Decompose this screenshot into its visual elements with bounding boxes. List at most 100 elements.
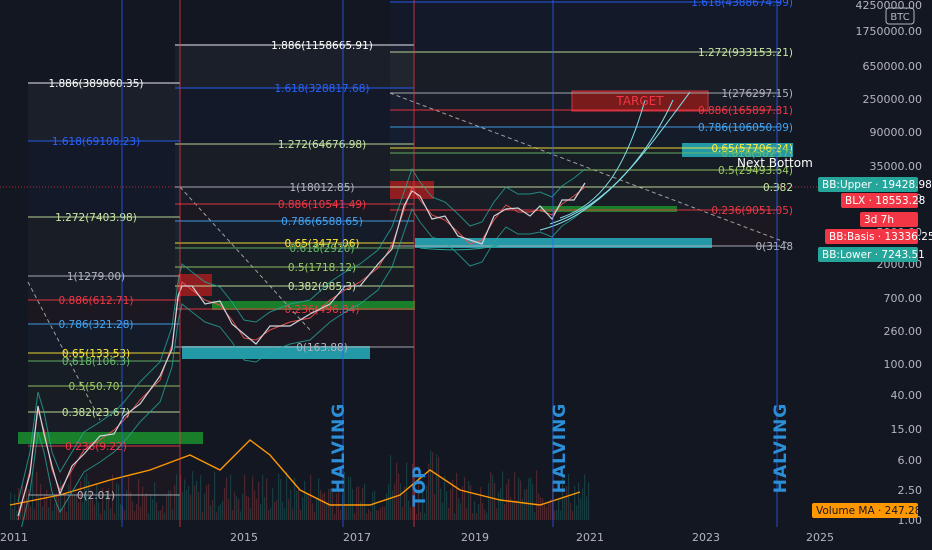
volume-bar [84, 476, 86, 520]
volume-bar [490, 472, 492, 520]
volume-bar [214, 471, 216, 520]
volume-bar [274, 501, 276, 520]
volume-bar [326, 503, 328, 520]
volume-bar [246, 496, 248, 520]
volume-bar [306, 494, 308, 520]
volume-bar [468, 481, 470, 520]
volume-bar [530, 477, 532, 520]
fib-level-label: 0.382(23.67) [62, 407, 130, 419]
volume-bar [90, 489, 92, 520]
volume-bar [316, 498, 318, 520]
fib-level-label: 0(3148 [756, 241, 794, 253]
volume-bar [524, 489, 526, 520]
price-tags[interactable]: BB:Upper · 19428.98 BLX · 18553.28 3d 7h BB… [812, 177, 932, 518]
support-zone-box [540, 206, 677, 212]
volume-bar [376, 510, 378, 520]
volume-bar [76, 494, 78, 520]
volume-bar [268, 510, 270, 520]
resistance-zone-box [178, 274, 212, 296]
fib-level-label: 0.5(29493.64) [718, 165, 793, 177]
price-tag-label: BB:Lower · 7243.51 [822, 249, 925, 261]
volume-bar [74, 494, 76, 520]
volume-bar [46, 489, 48, 520]
volume-bar [124, 510, 126, 520]
volume-bar [228, 498, 230, 520]
volume-ma-tag[interactable] [812, 503, 918, 518]
volume-bar [386, 493, 388, 520]
volume-bar [264, 497, 266, 520]
volume-bar [456, 472, 458, 520]
volume-bar [282, 501, 284, 520]
symbol-badge-label: BTC [890, 12, 909, 23]
volume-bar [336, 493, 338, 520]
volume-bar [334, 513, 336, 520]
fib-zone-fill [28, 217, 180, 276]
trend-line-dashed [27, 281, 101, 421]
volume-bar [50, 498, 52, 520]
projection-curve [559, 99, 646, 219]
volume-bar [62, 508, 64, 520]
support-curve [419, 244, 501, 251]
volume-bar [52, 510, 54, 520]
volume-bar [218, 505, 220, 520]
fib-level-label: 0.618(2920) [290, 243, 355, 255]
volume-bar [554, 510, 556, 520]
volume-bar [464, 476, 466, 520]
volume-bar [344, 471, 346, 520]
volume-bar [388, 483, 390, 520]
volume-bar [358, 486, 360, 520]
volume-bar [488, 482, 490, 520]
fib-level-label: 0.886(612.71) [59, 295, 134, 307]
volume-bar [226, 477, 228, 520]
fib-level-label: 0.886(165897.81) [698, 105, 793, 117]
volume-bar [418, 466, 420, 520]
volume-bar [230, 474, 232, 520]
volume-ma-line [9, 439, 581, 506]
bb-lower-line [17, 207, 586, 543]
fib-level-label: 1.272(933153.21) [698, 47, 793, 59]
fib-level-label: 1(276297.15) [721, 88, 793, 100]
volume-bar [430, 450, 432, 520]
volume-bar [262, 474, 264, 520]
volume-bar [250, 508, 252, 520]
volume-bar [410, 507, 412, 520]
volume-bar [292, 508, 294, 520]
volume-bar [294, 477, 296, 520]
volume-bar [150, 494, 152, 520]
vertical-texts: HALVING TOP HALVING HALVING [329, 403, 791, 507]
bb-basis-line [17, 185, 586, 521]
volume-bar [290, 489, 292, 520]
volume-bar [564, 496, 566, 520]
price-tag[interactable] [818, 177, 918, 192]
volume-bar [480, 487, 482, 520]
volume-bar [394, 483, 396, 520]
fib-zone-fill [28, 141, 180, 217]
volume-bar [120, 503, 122, 520]
volume-bar [198, 491, 200, 520]
volume-bar [276, 499, 278, 520]
y-tick-label: 1750000.00 [856, 25, 922, 38]
volume-bar [442, 502, 444, 520]
volume-bar [424, 512, 426, 520]
volume-bar [160, 510, 162, 520]
price-tag[interactable] [841, 193, 918, 208]
volume-bars [9, 439, 590, 520]
y-tick-label: 650000.00 [863, 60, 923, 73]
volume-bar [92, 499, 94, 520]
volume-bar [270, 508, 272, 520]
x-tick-label: 2021 [576, 531, 604, 544]
volume-bar [58, 487, 60, 520]
price-tag[interactable] [825, 229, 918, 244]
volume-bar [236, 496, 238, 520]
volume-bar [110, 508, 112, 520]
volume-bar [354, 513, 356, 520]
price-tag[interactable] [818, 247, 918, 262]
volume-bar [422, 484, 424, 520]
fib-level-label: 0(2.01) [77, 490, 115, 502]
zone-boxes [18, 90, 793, 444]
volume-bar [546, 507, 548, 520]
volume-bar [184, 479, 186, 520]
volume-bar [536, 470, 538, 520]
price-tag[interactable] [860, 212, 918, 227]
